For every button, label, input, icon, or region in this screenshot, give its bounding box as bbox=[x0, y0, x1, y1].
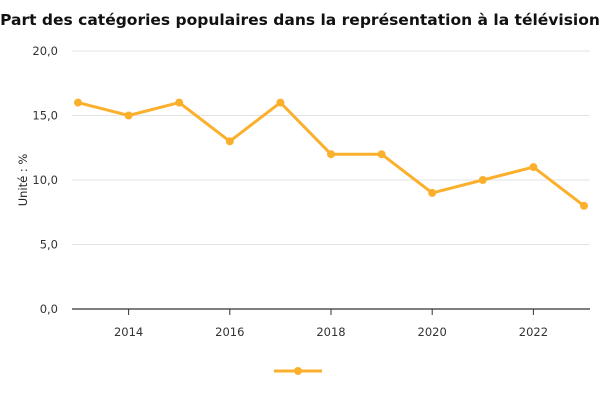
data-point[interactable] bbox=[74, 98, 82, 107]
chart-title: Part des catégories populaires dans la r… bbox=[0, 11, 600, 29]
data-point[interactable] bbox=[225, 137, 234, 146]
legend-point-marker bbox=[294, 367, 302, 375]
data-point[interactable] bbox=[428, 188, 437, 197]
x-tick-label: 2014 bbox=[114, 325, 143, 339]
legend[interactable] bbox=[274, 367, 322, 375]
data-point[interactable] bbox=[327, 150, 335, 159]
x-tick-label: 2022 bbox=[519, 325, 548, 339]
data-point[interactable] bbox=[175, 98, 184, 107]
y-tick-label: 10,0 bbox=[32, 173, 58, 187]
x-tick-label: 2018 bbox=[316, 325, 345, 339]
data-point[interactable] bbox=[529, 163, 538, 172]
data-point[interactable] bbox=[580, 201, 588, 210]
data-point[interactable] bbox=[124, 111, 133, 120]
y-tick-label: 5,0 bbox=[40, 238, 58, 252]
y-tick-label: 0,0 bbox=[40, 302, 58, 316]
data-point[interactable] bbox=[377, 150, 386, 159]
y-axis-label: Unité : % bbox=[16, 154, 30, 207]
y-tick-label: 20,0 bbox=[32, 44, 58, 58]
data-point[interactable] bbox=[276, 98, 285, 107]
data-point[interactable] bbox=[478, 176, 487, 184]
x-tick-label: 2016 bbox=[215, 325, 244, 339]
x-tick-label: 2020 bbox=[418, 325, 447, 339]
y-tick-label: 15,0 bbox=[32, 109, 58, 123]
